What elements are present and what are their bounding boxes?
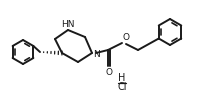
Text: O: O (105, 68, 112, 77)
Text: HN: HN (61, 20, 75, 29)
Text: H: H (118, 73, 126, 83)
Text: N: N (93, 49, 100, 59)
Text: Cl: Cl (117, 82, 127, 92)
Text: O: O (123, 33, 130, 42)
